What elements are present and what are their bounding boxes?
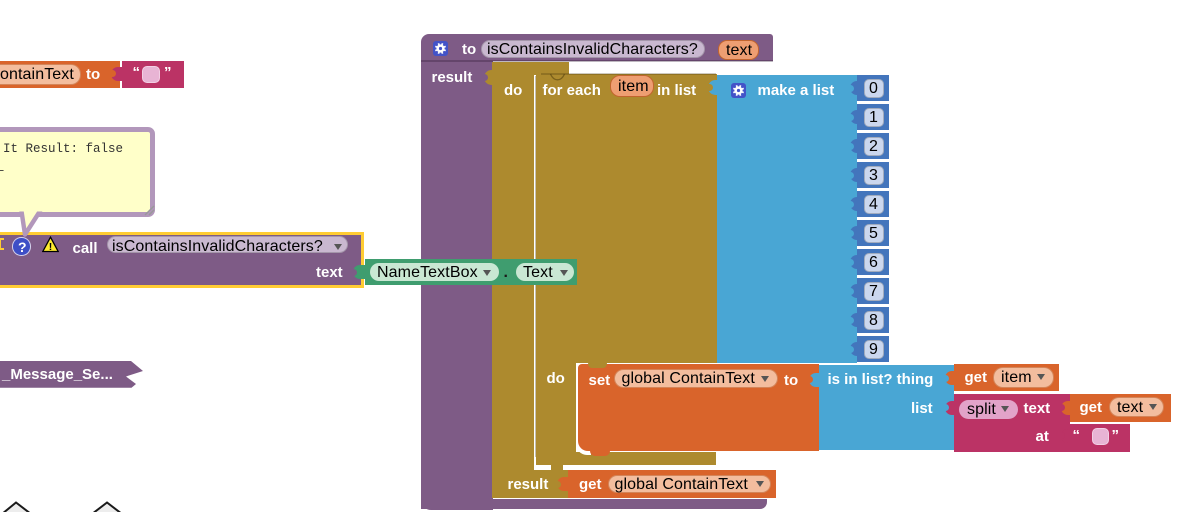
svg-text:!: ! xyxy=(49,241,53,253)
